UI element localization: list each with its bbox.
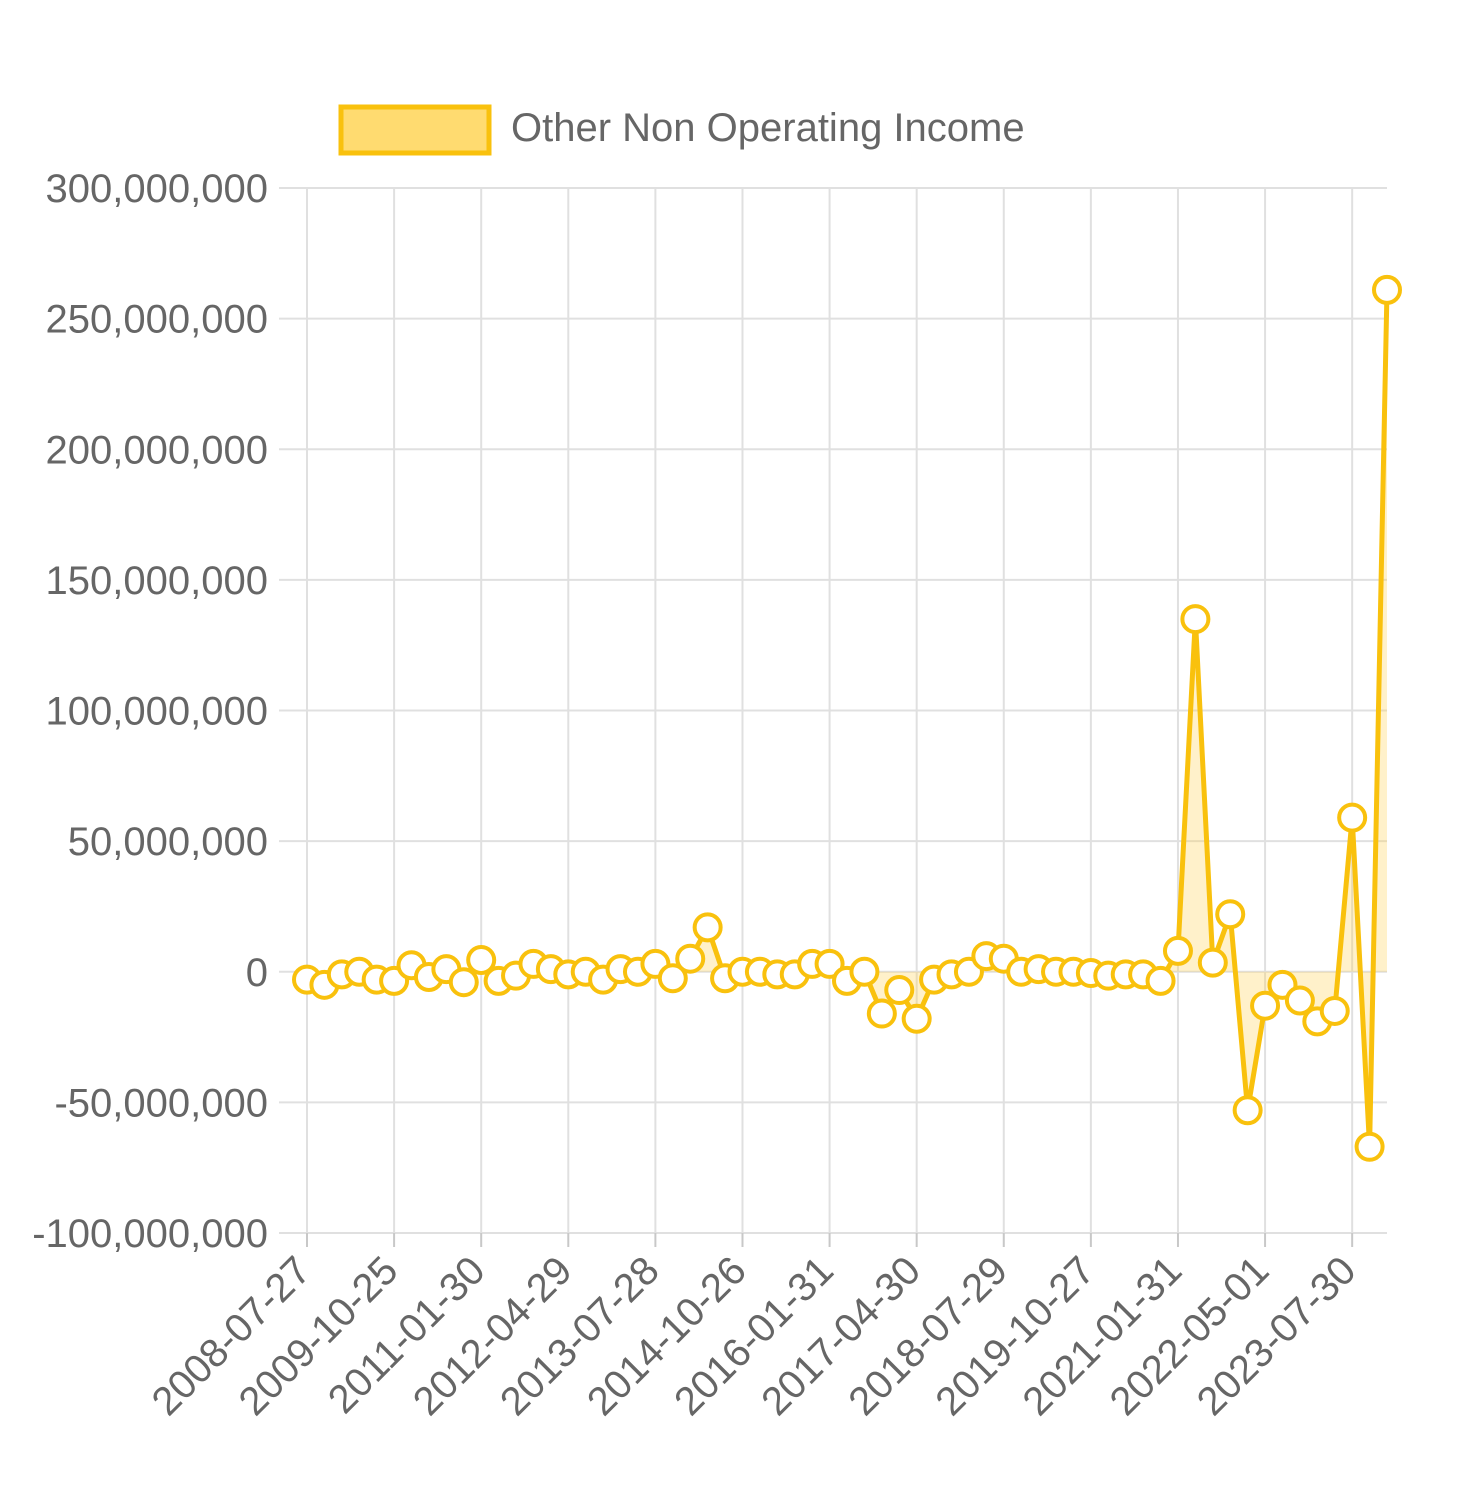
legend-label[interactable]: Other Non Operating Income — [511, 106, 1025, 150]
data-point[interactable] — [466, 944, 497, 975]
grid — [279, 187, 1387, 1234]
data-point[interactable] — [884, 975, 915, 1006]
y-tick-label: 50,000,000 — [68, 820, 268, 864]
y-tick-label: -100,000,000 — [32, 1212, 268, 1256]
y-axis: 300,000,000 250,000,000 200,000,000 150,000… — [32, 167, 268, 1256]
data-point[interactable] — [1250, 990, 1281, 1021]
data-point[interactable] — [1232, 1095, 1263, 1126]
y-tick-label: 200,000,000 — [46, 428, 268, 472]
data-point[interactable] — [1372, 274, 1402, 305]
data-point[interactable] — [675, 943, 706, 974]
series-line — [306, 289, 1390, 1150]
y-tick-label: 150,000,000 — [46, 559, 268, 603]
data-point[interactable] — [849, 956, 880, 987]
data-point[interactable] — [1197, 947, 1228, 978]
series-line-layer — [306, 289, 1390, 1150]
area-fill-layer — [307, 289, 1387, 1147]
data-points — [292, 274, 1402, 1162]
y-tick-label: 0 — [246, 951, 268, 995]
y-tick-label: 300,000,000 — [46, 167, 268, 211]
data-point[interactable] — [1284, 985, 1315, 1016]
data-point[interactable] — [1337, 802, 1368, 833]
data-point[interactable] — [657, 963, 688, 994]
data-point[interactable] — [1354, 1131, 1385, 1162]
data-point[interactable] — [1180, 604, 1211, 635]
legend-swatch[interactable] — [338, 104, 492, 156]
data-point[interactable] — [448, 967, 479, 998]
legend[interactable]: Other Non Operating Income — [338, 104, 1025, 156]
series-area-fill — [307, 289, 1387, 1147]
y-tick-label: -50,000,000 — [54, 1081, 268, 1125]
data-point[interactable] — [1215, 899, 1246, 930]
data-point[interactable] — [692, 912, 723, 943]
data-point[interactable] — [1162, 935, 1193, 966]
data-point[interactable] — [814, 948, 845, 979]
data-point[interactable] — [1319, 995, 1350, 1026]
data-point[interactable] — [1145, 965, 1176, 996]
data-point[interactable] — [901, 1003, 932, 1034]
x-axis: 2008-07-272009-10-252011-01-302012-04-29… — [144, 1233, 1365, 1424]
data-point[interactable] — [866, 998, 897, 1029]
y-tick-label: 250,000,000 — [46, 298, 268, 342]
y-tick-label: 100,000,000 — [46, 690, 268, 734]
